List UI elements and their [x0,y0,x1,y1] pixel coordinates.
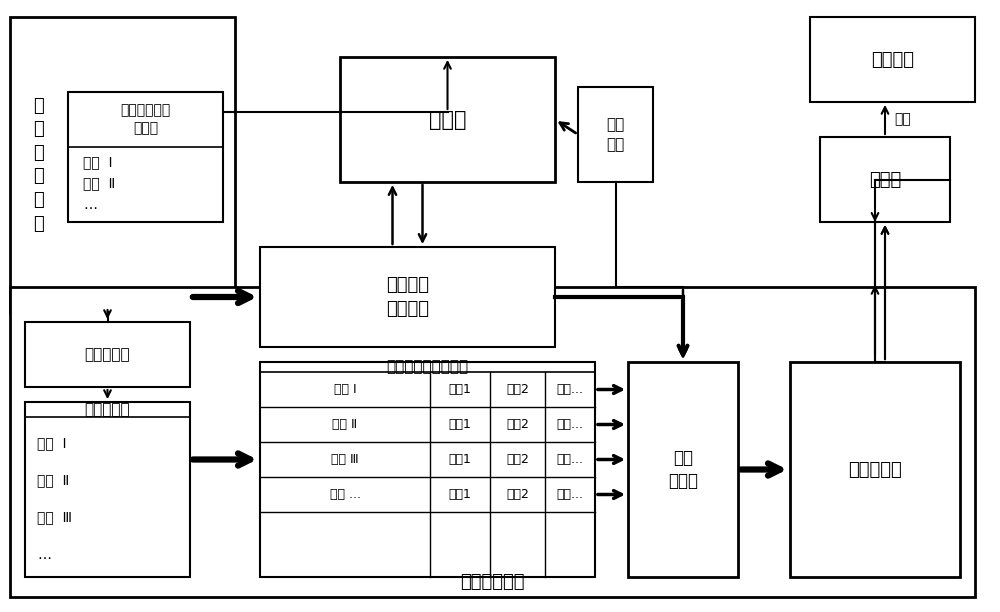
Text: 指令 Ⅰ: 指令 Ⅰ [334,383,356,396]
Text: 指令 Ⅲ: 指令 Ⅲ [331,453,359,466]
Text: 动态执行过程存储器: 动态执行过程存储器 [386,359,469,375]
Text: 操作指令集: 操作指令集 [85,402,130,417]
Bar [260,362,595,577]
Text: …: … [83,198,97,212]
Text: 决
策
支
持
模
块: 决 策 支 持 模 块 [33,97,43,233]
Bar [790,362,960,577]
Bar [340,57,555,182]
Text: 控制器: 控制器 [869,171,901,188]
Text: 步骤1: 步骤1 [449,418,471,431]
Text: 步骤1: 步骤1 [449,383,471,396]
Text: 步骤...: 步骤... [556,453,584,466]
Bar [810,17,975,102]
Text: 编码子模块: 编码子模块 [85,347,130,362]
Text: …: … [37,548,51,562]
Text: 指令  Ⅱ: 指令 Ⅱ [37,473,69,487]
Bar [260,247,555,347]
Bar [68,92,223,222]
Bar [820,137,950,222]
Text: 步骤...: 步骤... [556,418,584,431]
Text: 动态联锁模块: 动态联锁模块 [460,573,525,591]
Bar [578,87,653,182]
Text: 步骤2: 步骤2 [506,453,529,466]
Text: 指令 Ⅱ: 指令 Ⅱ [332,418,358,431]
Text: 监控
组态: 监控 组态 [606,117,625,152]
Text: 执行装置: 执行装置 [871,51,914,69]
Text: 指令 ...: 指令 ... [330,488,360,501]
Bar [628,362,738,577]
Text: 指令  Ⅰ: 指令 Ⅰ [37,436,66,450]
Text: 组态子模块: 组态子模块 [848,460,902,479]
Bar [25,322,190,387]
Text: 步骤1: 步骤1 [449,488,471,501]
Bar [25,402,190,577]
Text: 步骤2: 步骤2 [506,383,529,396]
Text: 步骤2: 步骤2 [506,488,529,501]
Text: 步骤1: 步骤1 [449,453,471,466]
Text: 输出: 输出 [895,113,911,127]
Text: 指令  Ⅲ: 指令 Ⅲ [37,510,72,524]
Text: 应急操作规程
子模块: 应急操作规程 子模块 [120,103,171,136]
Bar [10,287,975,597]
Text: 步骤...: 步骤... [556,383,584,396]
Text: 步骤...: 步骤... [556,488,584,501]
Text: 动态联锁
人机界面: 动态联锁 人机界面 [386,276,429,318]
Text: 操纵员: 操纵员 [429,110,466,130]
Bar [10,17,235,312]
Text: 步骤2: 步骤2 [506,418,529,431]
Text: 规程  Ⅱ: 规程 Ⅱ [83,176,115,190]
Text: 规程  Ⅰ: 规程 Ⅰ [83,155,112,169]
Text: 联锁
运算器: 联锁 运算器 [668,449,698,490]
